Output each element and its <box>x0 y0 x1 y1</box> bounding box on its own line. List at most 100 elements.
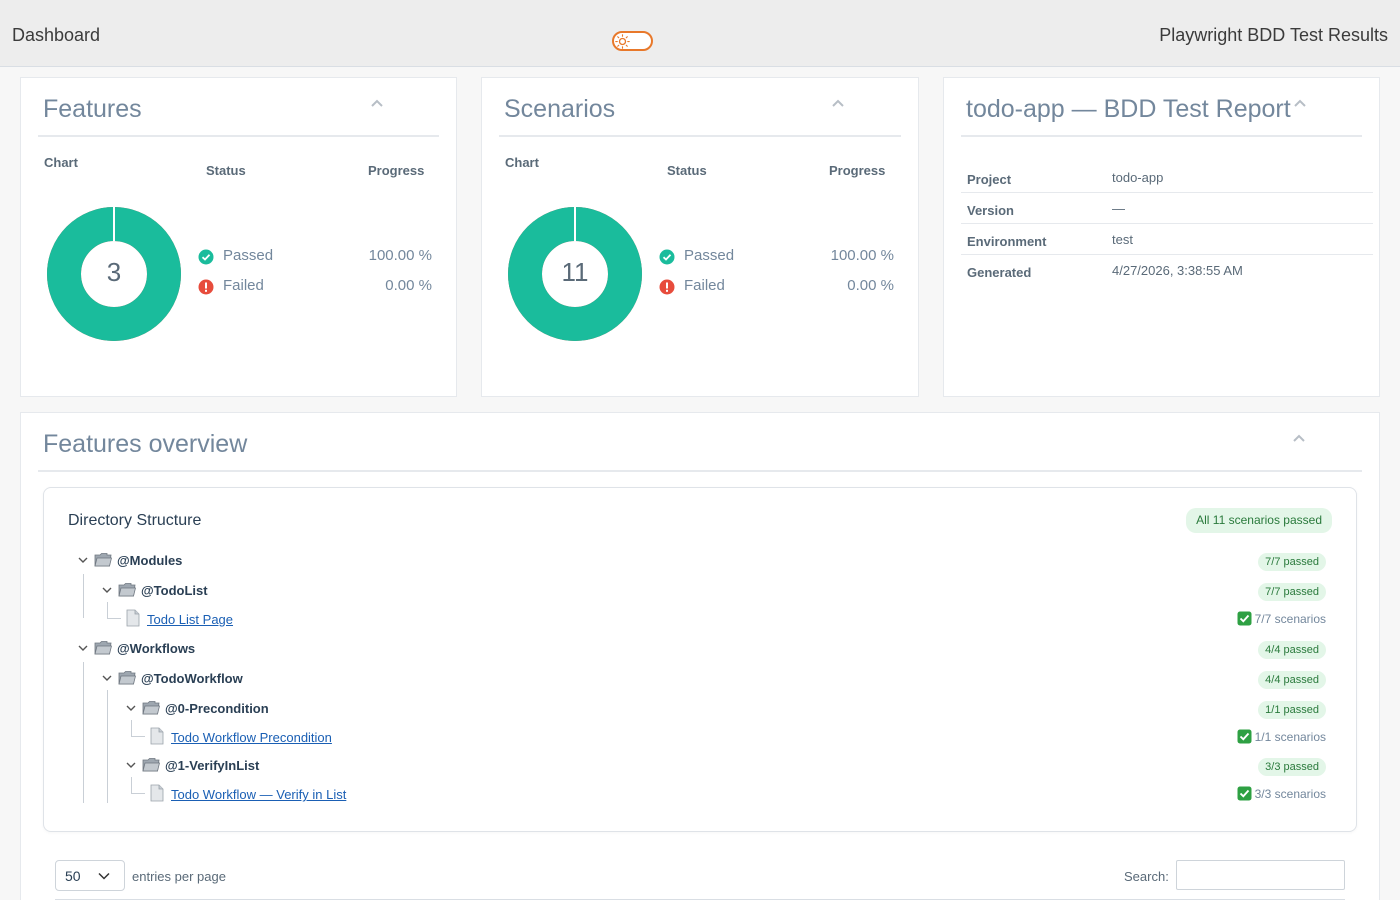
check-circle-icon <box>659 249 675 265</box>
passed-percentage: 100.00 % <box>830 247 894 264</box>
report-info-panel: todo-app — BDD Test Report Project todo-… <box>943 77 1380 397</box>
info-row-generated: Generated 4/27/2026, 3:38:55 AM <box>961 255 1373 286</box>
file-icon <box>150 784 164 802</box>
dashboard-brand[interactable]: Dashboard <box>12 25 101 45</box>
scenario-count-label: 1/1 scenarios <box>1254 730 1326 744</box>
tree-connector <box>107 690 108 803</box>
check-box-icon <box>1237 729 1252 744</box>
scenario-count-label: 7/7 scenarios <box>1254 612 1326 626</box>
folder-icon <box>142 758 160 772</box>
tree-folder-label: @0-Precondition <box>165 701 269 716</box>
panel-divider <box>499 135 901 137</box>
tree-file-workflow-verify: Todo Workflow — Verify in List 3/3 scena… <box>44 783 1358 805</box>
passed-badge: 3/3 passed <box>1258 758 1326 776</box>
scenario-count: 7/7 scenarios <box>1237 611 1326 626</box>
folder-icon <box>118 583 136 597</box>
tree-folder-todoworkflow[interactable]: @TodoWorkflow 4/4 passed <box>44 668 1358 690</box>
tree-folder-label: @Workflows <box>117 641 196 656</box>
passed-badge: 4/4 passed <box>1258 641 1326 659</box>
scenarios-donut-chart <box>508 207 642 341</box>
tree-connector <box>131 777 132 793</box>
passed-badge: 1/1 passed <box>1258 701 1326 719</box>
scenario-count: 1/1 scenarios <box>1237 729 1326 744</box>
chevron-up-icon[interactable] <box>1293 97 1307 109</box>
info-value: — <box>1112 201 1125 216</box>
top-navbar: Dashboard Playwright BDD Test Results <box>0 0 1400 67</box>
col-chart-header: Chart <box>44 155 78 170</box>
chevron-up-icon[interactable] <box>831 97 845 109</box>
tree-folder-workflows[interactable]: @Workflows 4/4 passed <box>44 638 1358 660</box>
directory-structure-card: Directory Structure All 11 scenarios pas… <box>43 487 1357 832</box>
tree-folder-label: @Modules <box>117 553 183 568</box>
panel-title: Scenarios <box>504 95 616 123</box>
chevron-down-icon[interactable] <box>78 556 88 564</box>
entries-per-page-select[interactable]: 50 <box>55 860 125 891</box>
info-value: todo-app <box>1112 170 1164 185</box>
info-value: test <box>1112 232 1133 247</box>
tree-connector <box>83 574 84 618</box>
check-circle-icon <box>198 249 214 265</box>
tree-connector <box>107 602 108 618</box>
passed-badge: 4/4 passed <box>1258 671 1326 689</box>
folder-icon <box>118 671 136 685</box>
panel-divider <box>38 135 439 137</box>
tree-folder-precondition[interactable]: @0-Precondition 1/1 passed <box>44 698 1358 720</box>
tree-connector <box>131 793 145 794</box>
entries-per-page-label: entries per page <box>132 869 226 884</box>
chevron-down-icon[interactable] <box>126 704 136 712</box>
info-key: Generated <box>967 265 1032 280</box>
feature-link[interactable]: Todo List Page <box>147 612 234 627</box>
scenarios-total: 11 <box>561 257 589 287</box>
panel-title: Features <box>43 95 142 123</box>
chevron-up-icon[interactable] <box>370 97 384 109</box>
features-total: 3 <box>106 257 122 287</box>
tree-folder-label: @TodoWorkflow <box>141 671 243 686</box>
chevron-down-icon[interactable] <box>102 586 112 594</box>
tree-connector <box>83 662 84 803</box>
info-value: 4/27/2026, 3:38:55 AM <box>1112 263 1243 278</box>
tree-folder-verifyinlist[interactable]: @1-VerifyInList 3/3 passed <box>44 755 1358 777</box>
folder-icon <box>94 641 112 655</box>
tree-folder-todolist[interactable]: @TodoList 7/7 passed <box>44 580 1358 602</box>
all-passed-badge: All 11 scenarios passed <box>1186 508 1332 533</box>
search-input[interactable] <box>1176 860 1345 890</box>
theme-toggle[interactable] <box>612 31 653 51</box>
tree-folder-modules[interactable]: @Modules 7/7 passed <box>44 550 1358 572</box>
check-box-icon <box>1237 611 1252 626</box>
sun-icon <box>615 34 630 49</box>
chevron-up-icon[interactable] <box>1292 432 1306 444</box>
exclamation-circle-icon <box>198 279 214 295</box>
failed-percentage: 0.00 % <box>847 277 894 294</box>
col-status-header: Status <box>206 163 246 178</box>
tree-connector <box>131 736 145 737</box>
scenario-count-label: 3/3 scenarios <box>1254 787 1326 801</box>
status-passed-label: Passed <box>684 247 735 264</box>
feature-link[interactable]: Todo Workflow — Verify in List <box>171 787 347 802</box>
file-icon <box>126 609 140 627</box>
entries-value: 50 <box>65 868 81 884</box>
chevron-down-icon[interactable] <box>78 644 88 652</box>
panel-title: Features overview <box>43 430 248 458</box>
info-row-version: Version — <box>961 193 1373 224</box>
panel-divider <box>38 470 1362 472</box>
search-label: Search: <box>1124 869 1169 884</box>
directory-structure-title: Directory Structure <box>68 512 202 529</box>
folder-icon <box>142 701 160 715</box>
report-info-table: Project todo-app Version — Environment t… <box>961 162 1373 286</box>
scenario-count: 3/3 scenarios <box>1237 786 1326 801</box>
feature-link[interactable]: Todo Workflow Precondition <box>171 730 332 745</box>
panel-divider <box>961 135 1362 137</box>
passed-badge: 7/7 passed <box>1258 583 1326 601</box>
col-progress-header: Progress <box>368 163 425 178</box>
status-passed-label: Passed <box>223 247 274 264</box>
exclamation-circle-icon <box>659 279 675 295</box>
chevron-down-icon[interactable] <box>126 761 136 769</box>
tree-folder-label: @TodoList <box>141 583 208 598</box>
tree-folder-label: @1-VerifyInList <box>165 758 260 773</box>
chevron-down-icon[interactable] <box>102 674 112 682</box>
tree-file-todo-list-page: Todo List Page 7/7 scenarios <box>44 608 1358 630</box>
chevron-down-icon <box>98 872 110 880</box>
info-row-project: Project todo-app <box>961 162 1373 193</box>
info-key: Environment <box>967 234 1047 249</box>
features-overview-panel: Features overview Directory Structure Al… <box>20 412 1380 900</box>
